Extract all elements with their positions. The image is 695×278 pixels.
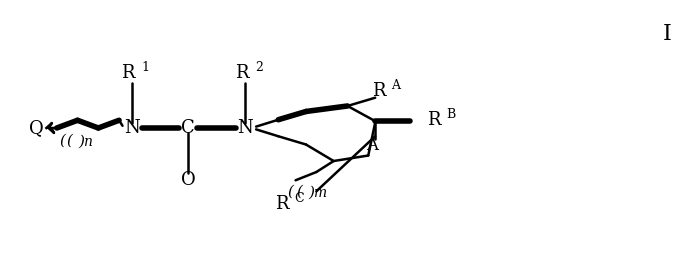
Text: R: R xyxy=(235,64,248,82)
Text: R: R xyxy=(372,82,386,100)
Text: Q: Q xyxy=(29,119,44,137)
Text: 2: 2 xyxy=(255,61,263,75)
Text: R: R xyxy=(427,111,441,129)
Text: (: ( xyxy=(59,134,65,148)
Text: (: ( xyxy=(288,185,294,199)
Text: I: I xyxy=(663,23,672,45)
Text: R: R xyxy=(275,195,288,213)
Text: ): ) xyxy=(78,135,84,149)
Text: (: ( xyxy=(296,185,302,199)
Text: 1: 1 xyxy=(141,61,149,75)
Text: R: R xyxy=(122,64,135,82)
Text: B: B xyxy=(447,108,456,121)
Text: N: N xyxy=(124,119,140,137)
Text: ): ) xyxy=(309,186,315,200)
Text: m: m xyxy=(313,186,327,200)
Text: N: N xyxy=(237,119,253,137)
Text: n: n xyxy=(83,135,92,149)
Text: A: A xyxy=(391,80,400,92)
Text: C: C xyxy=(181,119,195,137)
Text: C: C xyxy=(294,192,304,205)
Text: (: ( xyxy=(66,134,72,148)
Text: O: O xyxy=(181,171,196,189)
Text: A: A xyxy=(366,137,377,154)
